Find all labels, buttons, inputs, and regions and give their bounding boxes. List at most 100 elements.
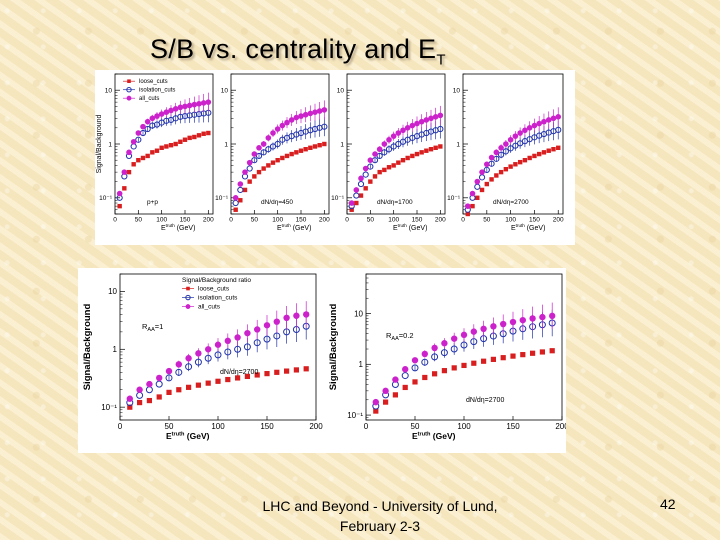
data-point-loose_cuts: [510, 353, 516, 359]
y-tick-label: 1: [113, 345, 118, 354]
data-point-isolation_cuts: [381, 149, 388, 156]
x-tick-label: 150: [529, 217, 540, 224]
data-point-all_cuts: [185, 355, 192, 362]
x-tick-label: 200: [553, 217, 564, 224]
data-point-loose_cuts: [303, 147, 308, 152]
legend-marker-all_cuts: [185, 304, 191, 309]
legend-marker-all_cuts: [126, 95, 132, 101]
legend-label: isolation_cuts: [139, 88, 175, 94]
series-isolation_cuts: [348, 119, 444, 210]
data-point-isolation_cuts: [367, 163, 374, 170]
data-point-isolation_cuts: [214, 351, 222, 359]
data-point-loose_cuts: [392, 392, 398, 398]
data-point-loose_cuts: [498, 169, 504, 175]
x-tick-label: 100: [211, 422, 225, 431]
bottom-figure-panel: 0 50 100 150 200 10 1 10⁻¹ Etruth (GeV) Signal/Ba…: [78, 268, 566, 453]
data-point-all_cuts: [376, 146, 383, 153]
data-point-all_cuts: [172, 106, 179, 112]
data-point-loose_cuts: [494, 173, 499, 178]
data-point-all_cuts: [470, 328, 477, 335]
y-tick-label: 10⁻¹: [101, 403, 117, 412]
data-point-loose_cuts: [274, 369, 280, 375]
data-point-all_cuts: [288, 117, 295, 123]
data-point-loose_cuts: [127, 404, 133, 410]
data-point-loose_cuts: [383, 399, 389, 405]
data-point-loose_cuts: [284, 153, 290, 159]
data-point-loose_cuts: [154, 148, 160, 153]
data-point-loose_cuts: [280, 155, 285, 161]
data-point-isolation_cuts: [431, 353, 439, 361]
data-point-loose_cuts: [438, 144, 443, 149]
data-point-loose_cuts: [322, 141, 327, 147]
data-point-isolation_cuts: [155, 380, 163, 388]
data-point-all_cuts: [431, 344, 438, 352]
data-point-all_cuts: [441, 340, 448, 347]
data-point-isolation_cuts: [136, 391, 144, 399]
series-loose_cuts: [349, 144, 443, 212]
data-point-all_cuts: [154, 113, 160, 119]
data-point-loose_cuts: [266, 163, 271, 168]
footer-line-2: February 2-3: [339, 518, 421, 534]
data-point-all_cuts: [484, 161, 490, 168]
data-point-all_cuts: [177, 104, 184, 111]
data-point-all_cuts: [168, 107, 174, 114]
data-point-isolation_cuts: [135, 136, 142, 143]
data-point-isolation_cuts: [421, 358, 429, 366]
data-point-isolation_cuts: [237, 186, 244, 194]
data-point-isolation_cuts: [483, 166, 490, 174]
data-point-all_cuts: [321, 107, 328, 113]
data-point-loose_cuts: [254, 372, 260, 378]
y-tick-label: 10: [337, 87, 345, 94]
series-loose_cuts: [233, 141, 327, 212]
data-point-all_cuts: [126, 149, 132, 156]
legend-marker-loose_cuts: [127, 79, 131, 83]
data-point-all_cuts: [256, 144, 262, 151]
data-point-all_cuts: [136, 386, 143, 393]
data-point-loose_cuts: [298, 148, 304, 153]
data-point-loose_cuts: [215, 378, 221, 384]
data-point-loose_cuts: [358, 193, 364, 198]
x-tick-label: 100: [388, 217, 399, 224]
data-point-isolation_cuts: [234, 345, 242, 353]
data-point-loose_cuts: [532, 153, 537, 159]
legend: loose_cuts isolation_cuts all_cuts: [123, 79, 175, 102]
legend-marker-loose_cuts: [186, 286, 190, 291]
data-point-loose_cuts: [432, 371, 438, 377]
data-point-all_cuts: [260, 141, 267, 147]
legend-marker-isolation_cuts: [126, 87, 132, 93]
data-point-all_cuts: [545, 117, 552, 123]
y-tick-label: 10: [354, 309, 363, 318]
series-all_cuts: [464, 107, 562, 209]
data-point-isolation_cuts: [450, 345, 458, 353]
data-point-all_cuts: [519, 316, 526, 324]
x-tick-label: 100: [156, 217, 167, 224]
data-point-loose_cuts: [187, 135, 192, 141]
data-point-all_cuts: [144, 118, 151, 125]
data-point-loose_cuts: [136, 157, 141, 163]
data-point-all_cuts: [367, 157, 374, 163]
data-point-loose_cuts: [522, 157, 528, 163]
data-point-all_cuts: [274, 126, 281, 132]
data-point-loose_cuts: [264, 371, 270, 377]
data-point-all_cuts: [293, 114, 300, 121]
data-point-isolation_cuts: [440, 349, 448, 357]
legend-label: loose_cuts: [198, 286, 230, 293]
panel-annotation: dN/dη=450: [261, 199, 293, 206]
data-point-all_cuts: [348, 200, 355, 206]
data-point-loose_cuts: [556, 145, 561, 150]
data-point-loose_cuts: [433, 145, 438, 150]
data-point-loose_cuts: [475, 195, 480, 201]
data-point-all_cuts: [503, 141, 509, 147]
legend-label: all_cuts: [198, 304, 221, 311]
x-tick-label: 0: [345, 217, 349, 224]
data-point-loose_cuts: [539, 349, 545, 355]
data-point-loose_cuts: [164, 144, 169, 149]
data-point-all_cuts: [539, 313, 546, 321]
x-tick-label: 200: [319, 217, 330, 224]
data-point-all_cuts: [418, 118, 425, 125]
data-point-all_cuts: [149, 115, 156, 122]
data-point-loose_cuts: [126, 169, 132, 175]
data-point-loose_cuts: [261, 166, 266, 171]
data-point-all_cuts: [237, 181, 244, 187]
data-point-all_cuts: [303, 311, 310, 318]
